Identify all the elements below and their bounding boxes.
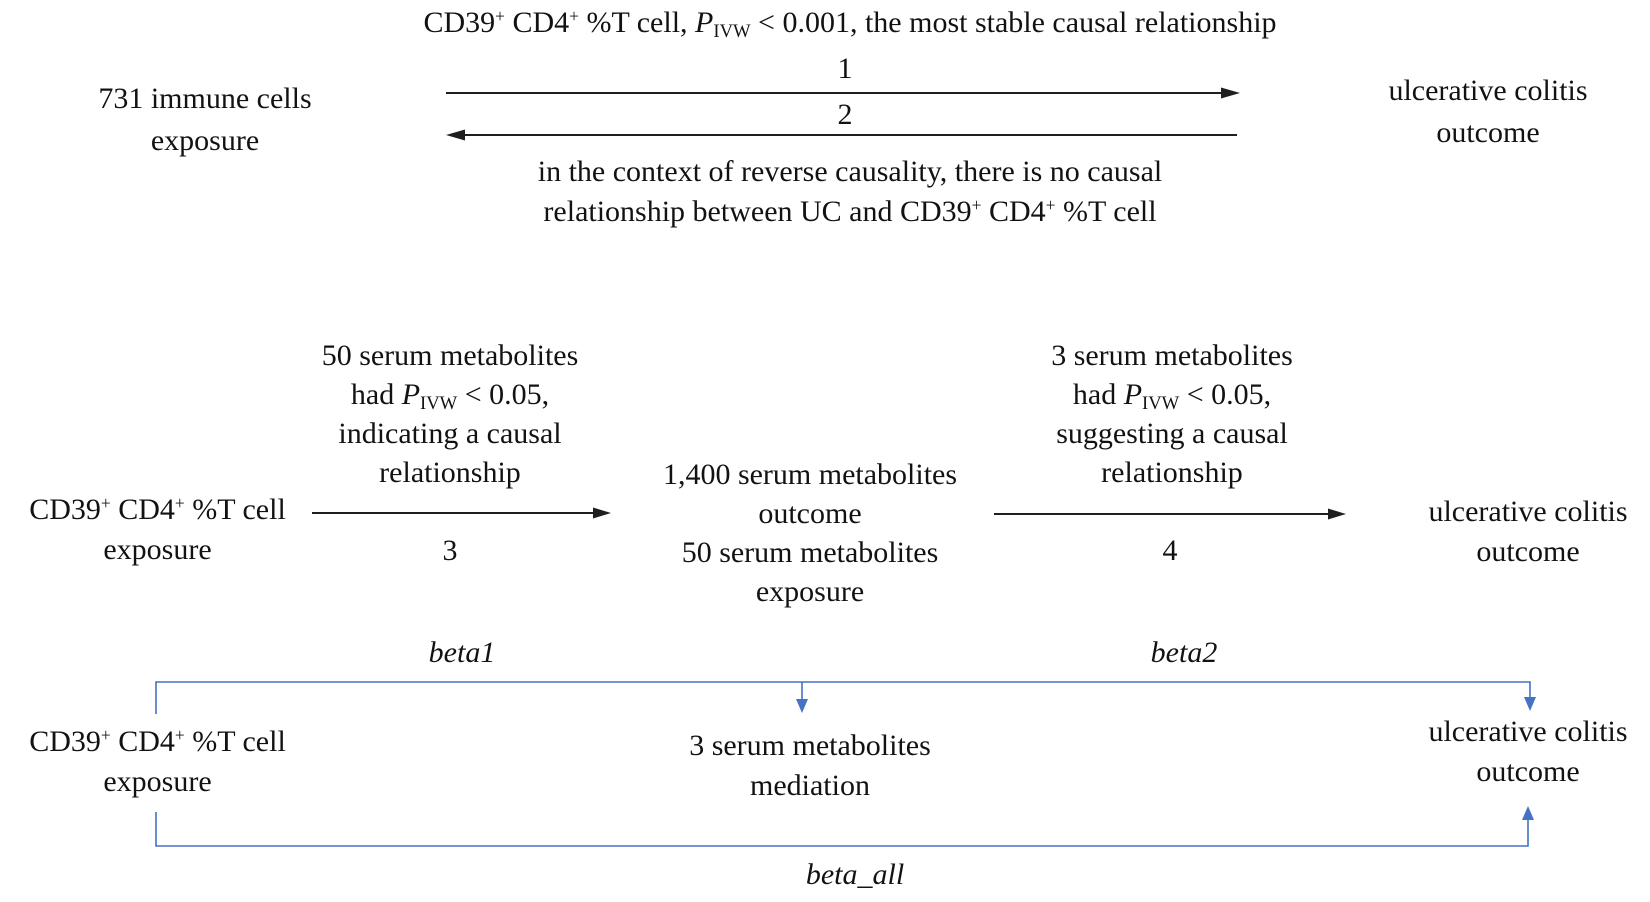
metabolites-annotation-right: 3 serum metabolites had PIVW < 0.05, sug… (992, 336, 1352, 492)
beta2-arrowhead (1524, 697, 1536, 711)
reverse-note-line2: relationship between UC and CD39+ CD4+ %… (543, 195, 1157, 228)
reverse-note-line1: in the context of reverse causality, the… (537, 155, 1163, 188)
reverse-causality-note: in the context of reverse causality, the… (440, 152, 1260, 232)
annotation-left-line3: indicating a causal (338, 417, 562, 450)
metabolites-node-line4: exposure (755, 575, 865, 608)
mediation-path-top (155, 681, 1531, 714)
cd39-line: CD39+ CD4+ %T cell (29, 725, 286, 758)
uc-line: ulcerative colitis (1428, 495, 1628, 528)
uc-outcome-bottom-node: ulcerative colitis outcome (1363, 712, 1650, 792)
uc-line: ulcerative colitis (1388, 74, 1588, 107)
metabolites-node-line2: outcome (758, 497, 862, 530)
outcome-label: outcome (1476, 535, 1580, 568)
arrow-2-head (446, 129, 465, 141)
annotation-right-line3: suggesting a causal (1056, 417, 1288, 450)
total-effect-path (155, 812, 1529, 847)
annotation-right-line1: 3 serum metabolites (1051, 339, 1293, 372)
exposure-label: exposure (150, 124, 260, 157)
cd39-exposure-mid-node: CD39+ CD4+ %T cell exposure (0, 490, 315, 570)
annotation-left-line2: had PIVW < 0.05, (350, 378, 550, 415)
arrow-3-label: 3 (442, 534, 458, 567)
cd39-line: CD39+ CD4+ %T cell (29, 493, 286, 526)
beta-all-label: beta_all (805, 858, 905, 891)
outcome-label: outcome (1436, 116, 1540, 149)
arrow-1-label: 1 (837, 52, 853, 85)
exposure-label: exposure (103, 765, 212, 798)
arrow-4-label: 4 (1162, 534, 1178, 567)
uc-outcome-top-node: ulcerative colitis outcome (1323, 70, 1650, 154)
mediation-arrowhead (796, 699, 808, 713)
exposure-label: exposure (103, 533, 212, 566)
mediation-node-line1: 3 serum metabolites (689, 729, 931, 762)
uc-line: ulcerative colitis (1428, 715, 1628, 748)
immune-cells-exposure-node: 731 immune cells exposure (45, 78, 365, 162)
outcome-label: outcome (1476, 755, 1580, 788)
annotation-left-line1: 50 serum metabolites (321, 339, 579, 372)
metabolites-annotation-left: 50 serum metabolites had PIVW < 0.05, in… (270, 336, 630, 492)
beta2-label: beta2 (1150, 636, 1218, 669)
arrow-2-label: 2 (837, 98, 853, 131)
metabolites-node-line3: 50 serum metabolites (681, 536, 939, 569)
annotation-left-line4: relationship (379, 456, 521, 489)
total-effect-arrowhead (1522, 806, 1534, 820)
mediation-node: 3 serum metabolites mediation (630, 726, 990, 806)
metabolites-node-line1: 1,400 serum metabolites (662, 458, 958, 491)
serum-metabolites-node: 1,400 serum metabolites outcome 50 serum… (630, 455, 990, 611)
mediation-label: mediation (750, 769, 870, 802)
arrow-3-head (593, 507, 611, 519)
annotation-right-line4: relationship (1101, 456, 1243, 489)
figure-title: CD39+ CD4+ %T cell, PIVW < 0.001, the mo… (423, 6, 1277, 43)
arrow-1-head (1221, 87, 1240, 99)
immune-cells-line: 731 immune cells (98, 82, 312, 115)
beta1-label: beta1 (428, 636, 496, 669)
uc-outcome-mid-node: ulcerative colitis outcome (1363, 492, 1650, 572)
annotation-right-line2: had PIVW < 0.05, (1072, 378, 1272, 415)
arrow-4-head (1328, 508, 1346, 520)
cd39-exposure-bottom-node: CD39+ CD4+ %T cell exposure (0, 722, 315, 802)
